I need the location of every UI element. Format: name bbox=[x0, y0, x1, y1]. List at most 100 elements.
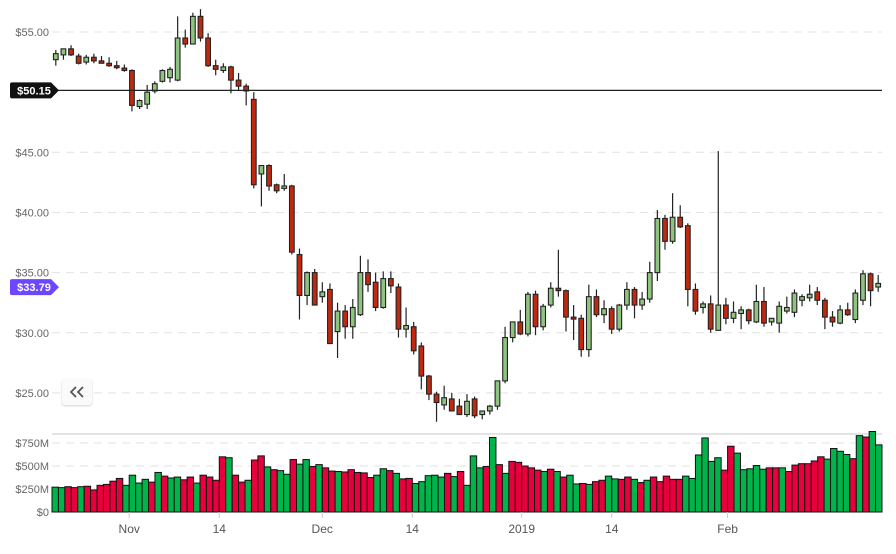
candle bbox=[334, 302, 341, 359]
volume-bar bbox=[160, 475, 169, 513]
volume-bar bbox=[225, 457, 233, 513]
volume-bar bbox=[154, 471, 162, 513]
volume-bar bbox=[180, 479, 188, 513]
candle bbox=[365, 259, 371, 292]
volume-bar bbox=[797, 463, 806, 513]
candle bbox=[532, 290, 539, 336]
candle bbox=[837, 305, 844, 325]
price-tick-label: $30.00 bbox=[15, 328, 49, 340]
volume-tick-label: $500M bbox=[15, 461, 49, 473]
volume-bar bbox=[405, 477, 413, 513]
volume-bar bbox=[662, 475, 671, 513]
candle bbox=[509, 321, 516, 343]
volume-bar bbox=[341, 471, 349, 513]
volume-bar bbox=[77, 486, 85, 513]
volume-bar bbox=[495, 464, 503, 513]
volume-bar bbox=[360, 472, 368, 513]
price-tick-label: $25.00 bbox=[15, 388, 49, 400]
volume-axis-labels: $750M $500M $250M $0 bbox=[15, 438, 49, 519]
candle bbox=[426, 374, 432, 401]
candle bbox=[745, 308, 752, 325]
volume-bar bbox=[591, 481, 600, 513]
volume-bar bbox=[682, 475, 690, 513]
volume-bar bbox=[546, 468, 555, 513]
volume-bar bbox=[534, 469, 542, 513]
candle bbox=[250, 92, 257, 189]
volume-bar bbox=[218, 456, 227, 513]
candle bbox=[395, 283, 402, 338]
candle bbox=[90, 53, 97, 64]
candle bbox=[144, 84, 151, 109]
candle bbox=[349, 299, 356, 339]
volume-bar bbox=[868, 431, 877, 513]
volume-bar bbox=[772, 467, 780, 513]
volume-bar bbox=[572, 483, 581, 513]
volume-bar bbox=[167, 477, 175, 513]
svg-text:$33.79: $33.79 bbox=[17, 282, 51, 294]
candle bbox=[205, 33, 212, 67]
volume-bar bbox=[83, 485, 92, 513]
price-gridlines bbox=[52, 31, 882, 394]
candle bbox=[403, 307, 409, 338]
candle bbox=[722, 297, 729, 325]
volume-bar bbox=[855, 435, 864, 513]
volume-bar bbox=[295, 463, 304, 513]
volume-bar bbox=[270, 469, 278, 513]
candle bbox=[418, 342, 425, 390]
candle bbox=[410, 321, 417, 355]
volume-bar bbox=[366, 477, 375, 513]
candle bbox=[608, 306, 615, 334]
candle bbox=[174, 16, 181, 82]
volume-bar bbox=[553, 471, 561, 513]
x-tick-label: 2019 bbox=[508, 522, 535, 536]
candle bbox=[182, 29, 189, 48]
candle bbox=[75, 53, 82, 65]
volume-bar bbox=[501, 472, 510, 513]
volume-bar bbox=[733, 452, 741, 513]
volume-bar bbox=[540, 471, 548, 513]
candle bbox=[464, 394, 470, 417]
candle bbox=[654, 210, 661, 282]
volume-bar bbox=[398, 478, 407, 513]
candle bbox=[228, 65, 234, 94]
volume-bar bbox=[392, 472, 400, 513]
double-chevron-left-icon bbox=[69, 386, 84, 398]
candle bbox=[281, 173, 288, 191]
candle bbox=[486, 404, 493, 415]
candle bbox=[563, 289, 569, 332]
candle bbox=[677, 205, 684, 229]
volume-bar bbox=[231, 474, 240, 513]
candle bbox=[684, 223, 691, 307]
volume-bar bbox=[122, 484, 130, 513]
candle bbox=[707, 295, 714, 333]
candle bbox=[106, 57, 113, 67]
volume-bar bbox=[450, 476, 458, 513]
x-tick-label: 14 bbox=[213, 522, 227, 536]
candle bbox=[319, 282, 326, 303]
volume-bars bbox=[51, 431, 883, 513]
volume-bar bbox=[514, 461, 523, 513]
volume-bar bbox=[379, 468, 388, 513]
volume-bar bbox=[656, 481, 664, 513]
volume-bar bbox=[508, 460, 516, 513]
price-tick-label: $40.00 bbox=[15, 207, 49, 219]
candle bbox=[456, 398, 463, 416]
price-markers: $50.15 $33.79 bbox=[10, 82, 882, 296]
volume-bar bbox=[212, 479, 220, 513]
scroll-left-button[interactable] bbox=[62, 379, 92, 405]
candle bbox=[136, 99, 143, 109]
candle bbox=[540, 303, 547, 331]
volume-bar bbox=[476, 467, 484, 513]
volume-bar bbox=[424, 475, 433, 513]
candle bbox=[623, 282, 630, 310]
volume-bar bbox=[302, 459, 310, 513]
candle bbox=[266, 164, 272, 191]
volume-bar bbox=[57, 487, 66, 513]
volume-bar bbox=[875, 444, 883, 513]
volume-bar bbox=[109, 480, 117, 513]
price-tick-label: $45.00 bbox=[15, 147, 49, 159]
candle bbox=[327, 283, 333, 345]
volume-bar bbox=[489, 436, 497, 513]
